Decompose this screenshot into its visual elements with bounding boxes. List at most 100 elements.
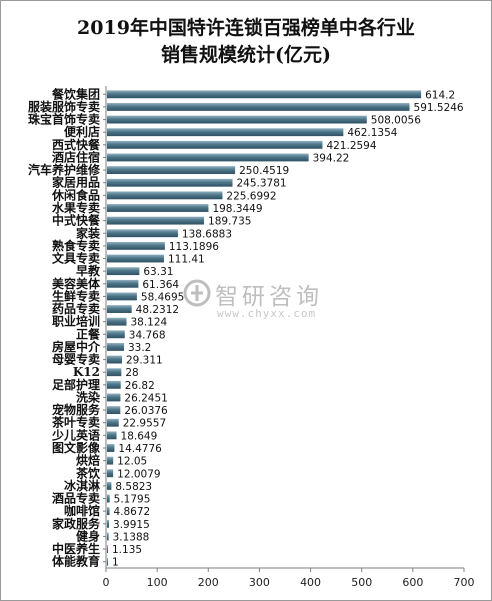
bar <box>107 115 367 124</box>
bar <box>107 305 132 313</box>
x-tick-label: 700 <box>454 576 475 589</box>
bar <box>107 456 114 465</box>
bar <box>107 153 309 162</box>
bar <box>107 469 114 478</box>
value-label: 250.4519 <box>239 165 289 177</box>
value-label: 591.5246 <box>414 102 464 114</box>
bar <box>107 128 344 137</box>
x-tick-label: 300 <box>249 576 270 589</box>
category-label: 中式快餐 <box>52 213 101 228</box>
category-label: 少儿英语 <box>51 427 100 442</box>
bar <box>107 292 137 301</box>
bar <box>107 380 121 389</box>
bar <box>107 267 140 276</box>
category-label: 文具专卖 <box>52 251 100 266</box>
bar <box>107 279 139 288</box>
value-label: 22.9557 <box>123 418 166 430</box>
bar <box>107 166 236 175</box>
value-label: 1.135 <box>112 544 142 556</box>
value-label: 28 <box>125 367 138 379</box>
bar <box>107 406 121 415</box>
bar <box>107 178 233 187</box>
category-label: 熟食专卖 <box>52 238 100 253</box>
value-label: 3.1388 <box>113 531 150 543</box>
value-label: 189.735 <box>208 216 251 228</box>
bar <box>107 191 223 200</box>
bar <box>107 254 164 263</box>
value-label: 14.4776 <box>118 443 162 455</box>
category-label: 职业培训 <box>52 314 100 329</box>
category-label: 药品专卖 <box>52 301 100 316</box>
value-label: 198.3449 <box>212 203 262 215</box>
value-label: 113.1896 <box>169 241 219 253</box>
category-label: 美容美体 <box>52 276 101 291</box>
bar <box>107 317 127 326</box>
category-label: 足部护理 <box>52 377 100 392</box>
category-label: 生鲜专卖 <box>52 288 100 303</box>
value-label: 462.1354 <box>347 127 397 139</box>
category-label: 家居用品 <box>52 175 100 190</box>
value-label: 29.311 <box>126 355 163 367</box>
value-label: 508.0056 <box>371 115 421 127</box>
value-label: 26.82 <box>125 380 155 392</box>
value-label: 5.1795 <box>114 494 151 506</box>
value-label: 614.2 <box>425 89 455 101</box>
bar <box>107 241 165 250</box>
bar <box>107 545 108 553</box>
x-tick-label: 600 <box>402 576 423 589</box>
value-label: 26.2451 <box>124 392 167 404</box>
category-label: 烘焙 <box>76 453 100 468</box>
category-label: 餐饮集团 <box>52 86 100 101</box>
bar <box>107 90 422 99</box>
value-label: 38.124 <box>130 317 167 329</box>
value-label: 34.768 <box>129 329 166 341</box>
value-label: 12.0079 <box>117 468 160 480</box>
value-label: 26.0376 <box>124 405 168 417</box>
x-tick-label: 500 <box>351 576 372 589</box>
value-label: 18.649 <box>121 430 158 442</box>
value-label: 421.2594 <box>326 140 376 152</box>
x-tick-label: 400 <box>300 576 321 589</box>
category-label: 冰淇淋 <box>64 478 100 493</box>
bar <box>107 418 119 427</box>
category-label: K12 <box>73 365 100 379</box>
x-tick-label: 200 <box>198 576 219 589</box>
category-label: 中医养生 <box>52 541 100 556</box>
chart-title-line: 销售规模统计(亿元) <box>161 44 331 66</box>
category-label: 茶叶专卖 <box>51 415 100 430</box>
value-label: 61.364 <box>142 279 179 291</box>
bar <box>107 368 122 377</box>
category-label: 西式快餐 <box>52 137 101 152</box>
bar <box>107 204 209 212</box>
category-label: 酒品专卖 <box>52 491 100 506</box>
value-label: 12.05 <box>117 456 147 468</box>
bar <box>107 216 205 225</box>
category-label: 体能教育 <box>52 554 100 569</box>
x-tick-label: 100 <box>147 576 168 589</box>
bar <box>107 343 124 351</box>
category-label: 珠宝首饰专卖 <box>28 112 100 127</box>
bar <box>107 330 125 339</box>
chart-title-line: 2019年中国特许连锁百强榜单中各行业 <box>77 17 415 39</box>
category-label: 便利店 <box>64 124 100 139</box>
bar <box>107 140 323 149</box>
bar <box>107 444 115 452</box>
category-label: 茶饮 <box>75 465 101 480</box>
bar <box>107 481 112 490</box>
bar <box>107 103 410 111</box>
category-label: 宠物服务 <box>52 402 101 417</box>
category-label: 休闲食品 <box>51 187 100 202</box>
bar <box>107 557 108 566</box>
value-label: 245.3781 <box>236 178 286 190</box>
value-label: 48.2312 <box>136 304 179 316</box>
value-label: 138.6883 <box>182 228 232 240</box>
bar <box>107 393 121 402</box>
category-label: 母婴专卖 <box>52 352 100 367</box>
category-label: 健身 <box>76 528 100 543</box>
value-label: 111.41 <box>168 254 205 266</box>
category-label: 水果专卖 <box>52 200 100 215</box>
value-label: 63.31 <box>143 266 173 278</box>
value-label: 1 <box>112 557 119 569</box>
